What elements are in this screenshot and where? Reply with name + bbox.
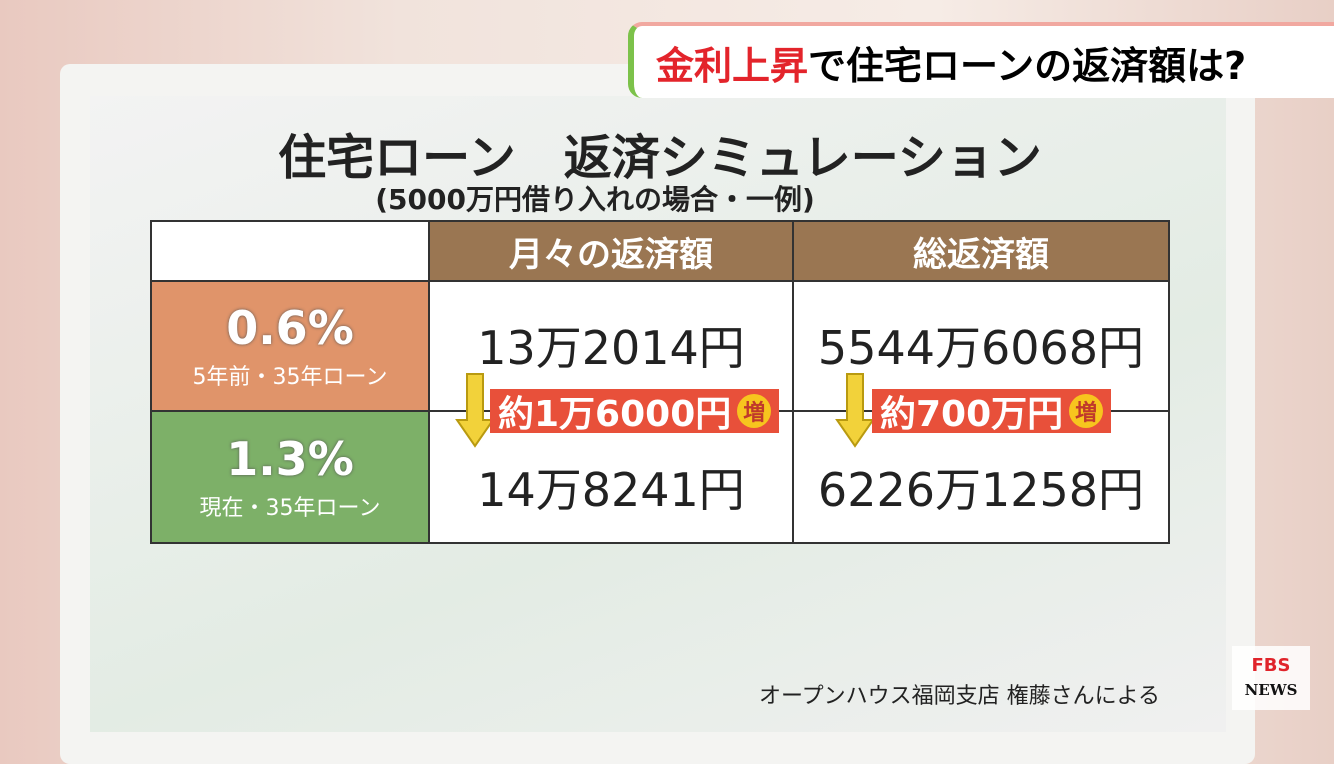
rate-note: 5年前・35年ローン: [192, 365, 388, 390]
empty-cell: [150, 220, 430, 282]
banner-highlight: 金利上昇: [656, 43, 809, 88]
increase-badge: 増: [737, 394, 772, 428]
total-payment: 5544万6068円: [817, 321, 1145, 375]
rate: 1.3%: [226, 432, 354, 486]
arrow: [835, 373, 875, 448]
difference: 約1万6000円 増: [490, 389, 780, 435]
banner-text: で住宅ローンの返済額は?: [808, 43, 1247, 88]
banner: 金利上昇 で住宅ローンの返済額は?: [628, 22, 1334, 98]
difference: 約700万円 増: [872, 389, 1112, 435]
monthly-payment: 14万8241円: [477, 463, 745, 517]
difference-amount: 約700万円: [880, 394, 1064, 435]
total-payment: 6226万1258円: [817, 463, 1145, 517]
arrow: [455, 373, 495, 448]
increase-badge: 増: [1069, 394, 1104, 428]
title: 住宅ローン 返済シミュレーション: [278, 130, 1042, 186]
row-divider: [430, 410, 1168, 412]
rate: 0.6%: [226, 301, 354, 355]
difference-amount: 約1万6000円: [498, 394, 732, 435]
source: オープンハウス福岡支店 権藤さんによる: [758, 684, 1160, 709]
monthly-payment: 13万2014円: [477, 321, 745, 375]
rate-cell: 0.6% 5年前・35年ローン: [150, 280, 430, 412]
rate-cell: 1.3% 現在・35年ローン: [150, 410, 430, 544]
rate-note: 現在・35年ローン: [199, 496, 381, 521]
logo-bottom: NEWS: [1244, 681, 1298, 699]
logo: FBS NEWS: [1232, 646, 1310, 710]
header-cell: 月々の返済額: [428, 220, 794, 282]
header-cell: 総返済額: [792, 220, 1170, 282]
logo-top: FBS: [1251, 655, 1291, 676]
subtitle: (5000万円借り入れの場合・一例): [375, 183, 815, 216]
